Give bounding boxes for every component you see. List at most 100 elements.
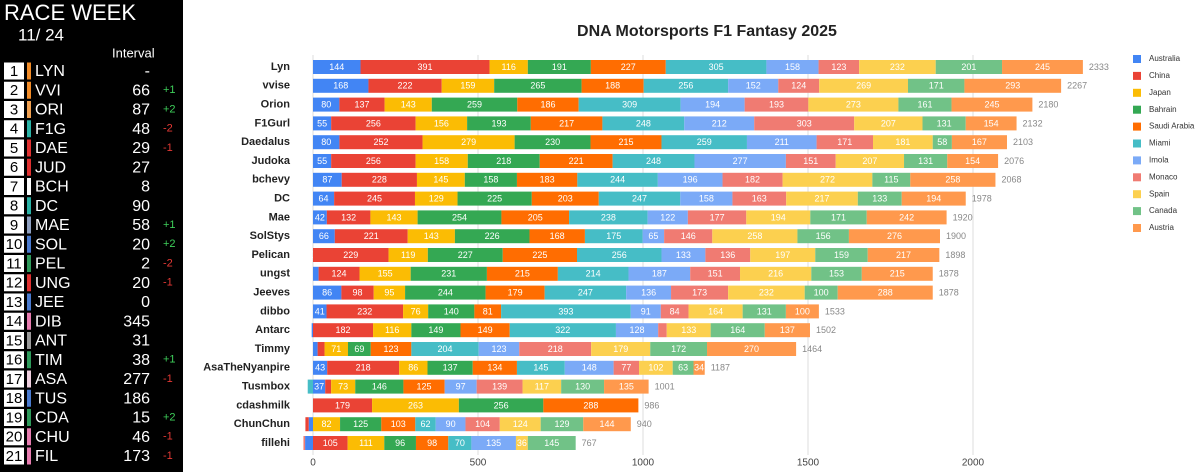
data-label: 179 (508, 287, 523, 297)
data-label: 227 (458, 250, 473, 260)
y-tick-label: DC (274, 193, 290, 205)
data-label: 129 (429, 193, 444, 203)
position-change: +2 (163, 103, 176, 115)
position: 5 (10, 140, 18, 157)
team-color (27, 293, 31, 311)
position-change: -1 (163, 373, 173, 385)
x-tick-label: 1000 (632, 458, 655, 469)
bar-segment (543, 398, 639, 413)
data-label: 168 (333, 81, 348, 91)
data-label: 254 (452, 212, 467, 222)
bar-segment (307, 379, 313, 394)
driver-code: DAE (35, 140, 68, 157)
team-color (27, 120, 31, 138)
bar-segment (341, 285, 374, 300)
bar-segment (501, 304, 631, 319)
bar-segment (415, 116, 468, 131)
bar-segment (705, 248, 751, 262)
data-label: 217 (815, 193, 830, 203)
bar-segment (399, 360, 428, 375)
bar-segment (313, 135, 340, 150)
interval: 8 (141, 179, 150, 196)
data-label: 247 (632, 193, 647, 203)
data-label: 193 (769, 99, 784, 109)
bar-segment (590, 60, 666, 74)
bar-segment (313, 436, 348, 450)
data-label: 167 (972, 137, 987, 147)
data-label: 221 (364, 231, 379, 241)
position: 20 (6, 429, 23, 446)
data-label: 164 (708, 306, 723, 316)
x-tick-label: 500 (470, 458, 487, 469)
bar-segment (819, 78, 908, 93)
bar-segment (326, 304, 404, 319)
team-color (27, 312, 31, 330)
data-label: 103 (391, 419, 406, 429)
data-label: 136 (641, 287, 656, 297)
data-label: 82 (322, 419, 332, 429)
bar-segment (527, 436, 576, 450)
bar-segment (615, 323, 659, 338)
bar-segment (766, 60, 819, 74)
bar-segment (340, 417, 382, 432)
data-label: 164 (730, 325, 745, 335)
legend-swatch (1133, 122, 1141, 131)
bar-segment (313, 97, 340, 112)
data-label: 80 (321, 99, 331, 109)
data-label: 270 (744, 344, 759, 354)
bar-segment (872, 172, 911, 187)
y-tick-label: SolStys (250, 230, 290, 242)
chart-title: DNA Motorsports F1 Fantasy 2025 (577, 23, 837, 40)
bar-segment (486, 266, 558, 281)
bar-segment (360, 60, 490, 74)
data-label: 158 (434, 156, 449, 166)
data-label: 256 (678, 81, 693, 91)
bar-segment (577, 172, 658, 187)
bar-segment (422, 135, 515, 150)
data-label: 196 (683, 175, 698, 185)
position: 17 (6, 371, 23, 388)
bar-segment (324, 342, 348, 356)
data-label: 116 (502, 62, 516, 72)
data-label: 156 (434, 118, 449, 128)
bar-segment (327, 360, 400, 375)
bar-segment (604, 379, 649, 394)
data-label: 244 (438, 287, 453, 297)
bar-segment (639, 360, 673, 375)
bar-segment (411, 342, 479, 356)
bar-segment (305, 417, 309, 432)
legend-label: Australia (1149, 54, 1181, 63)
data-label: 86 (408, 363, 418, 373)
data-label: 179 (613, 344, 628, 354)
position-change: -1 (163, 450, 173, 462)
data-label: 154 (965, 156, 980, 166)
team-color (27, 197, 31, 215)
driver-code: JEE (35, 294, 64, 311)
data-label: 173 (692, 287, 707, 297)
total-label: 1878 (939, 269, 959, 279)
legend-swatch (1133, 190, 1141, 199)
bar-segment (326, 210, 371, 225)
bar-segment (416, 172, 465, 187)
bar-segment (313, 360, 328, 375)
data-label: 182 (336, 325, 351, 335)
y-tick-label: bchevy (252, 174, 291, 186)
data-label: 124 (791, 81, 806, 91)
bar-segment (530, 116, 603, 131)
bar-segment (472, 360, 517, 375)
data-label: 155 (378, 269, 393, 279)
total-label: 1502 (816, 325, 836, 335)
bar-segment (598, 191, 681, 206)
data-label: 259 (697, 137, 712, 147)
data-label: 227 (621, 62, 636, 72)
position: 18 (6, 390, 23, 407)
pos-box (4, 409, 24, 426)
driver-code: VVI (35, 82, 61, 99)
data-label: 144 (600, 419, 615, 429)
interval: 20 (132, 236, 150, 253)
data-label: 203 (558, 193, 573, 203)
data-label: 86 (322, 287, 332, 297)
data-label: 217 (559, 118, 574, 128)
bar-segment (313, 285, 342, 300)
pos-box (4, 428, 24, 446)
